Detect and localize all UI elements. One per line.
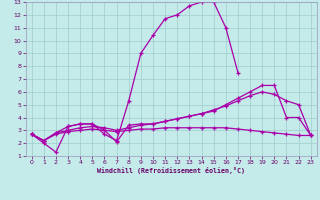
X-axis label: Windchill (Refroidissement éolien,°C): Windchill (Refroidissement éolien,°C) (97, 167, 245, 174)
